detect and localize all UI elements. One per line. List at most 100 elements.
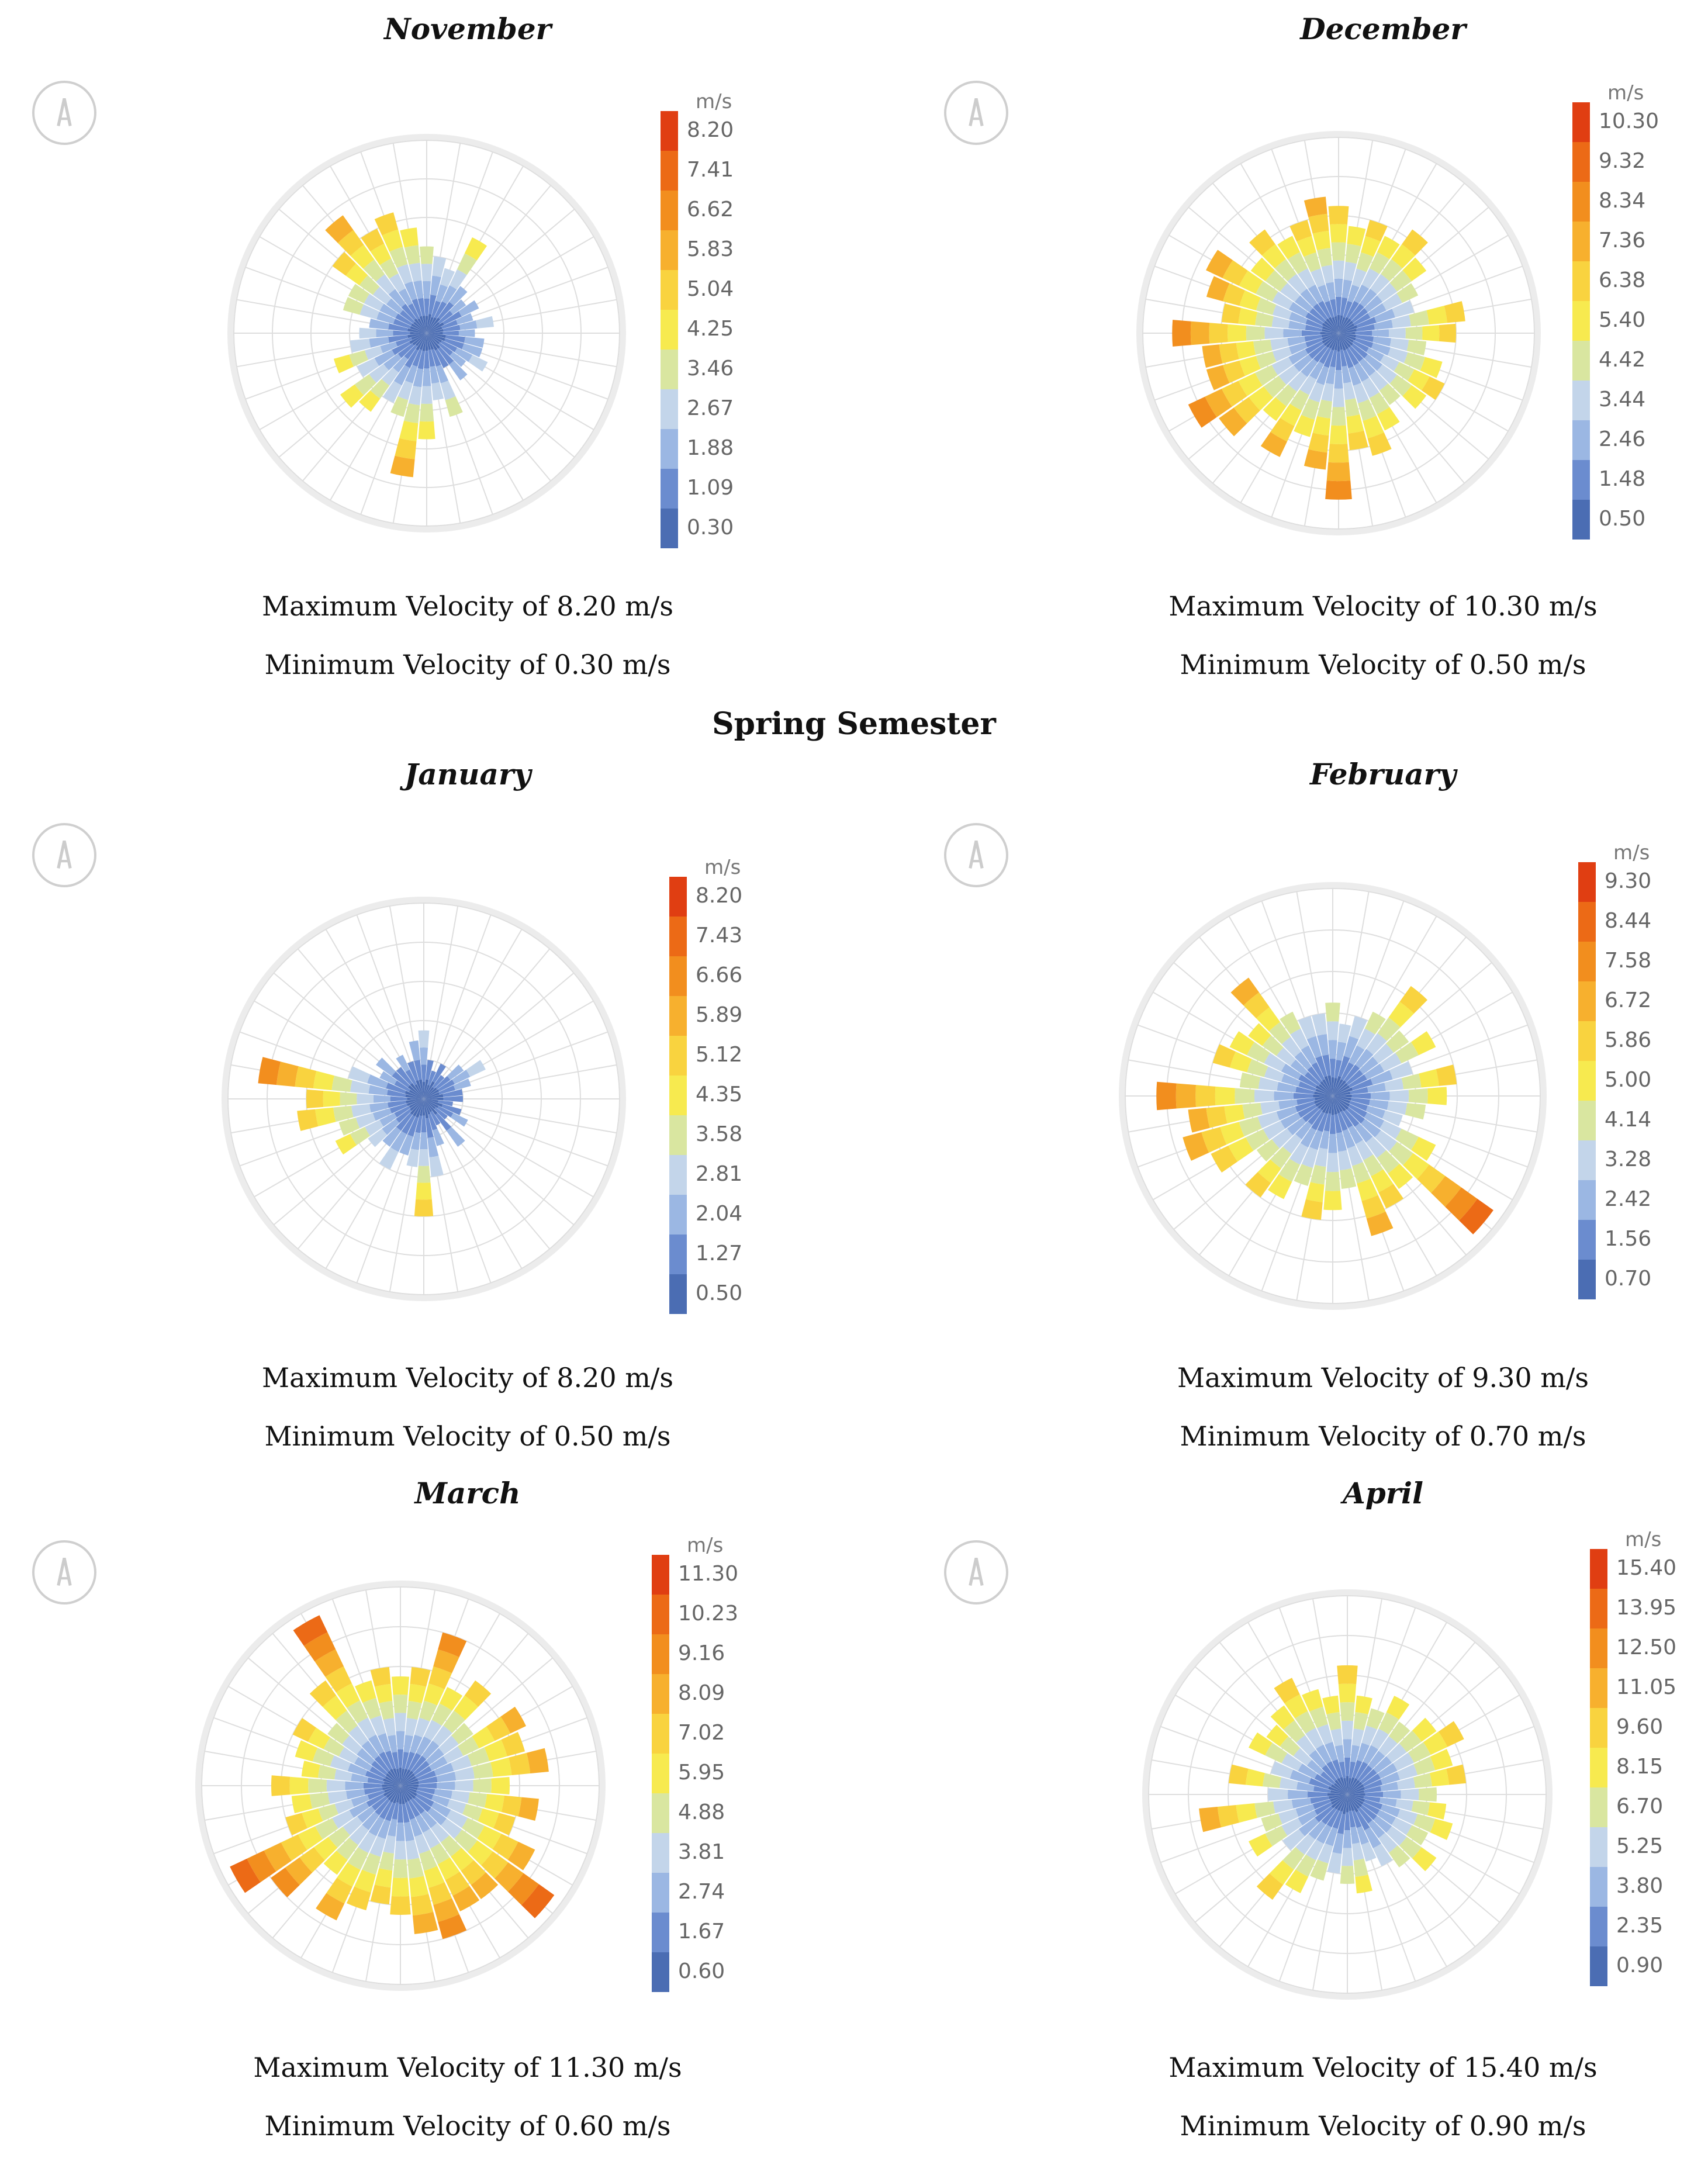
legend-tick-label: 9.32 [1599, 149, 1646, 173]
legend-unit: m/s [1613, 841, 1650, 865]
rose-bar-segment [430, 275, 441, 296]
rose-bar-segment [1337, 1023, 1351, 1043]
rose-bar-segment [400, 1786, 413, 1800]
rose-bar-segment [1220, 1122, 1244, 1145]
rose-bar-segment [420, 246, 434, 264]
rose-bar-segment [427, 321, 440, 333]
rose-bar-segment [1306, 1839, 1324, 1861]
rose-bar-segment [379, 1851, 395, 1871]
rose-bar-segment [325, 215, 354, 243]
rose-bar-segment [471, 1872, 499, 1900]
rose-bar-segment [399, 310, 415, 324]
rose-bar-segment [405, 1751, 416, 1770]
rose-bar-segment [1301, 398, 1320, 420]
rose-bar-segment [363, 1782, 382, 1789]
rose-bar-segment [1263, 1121, 1285, 1140]
rose-bar-segment [1337, 1794, 1347, 1811]
rose-bar-segment [368, 1085, 388, 1096]
rose-bar-segment [1365, 220, 1388, 242]
rose-bar-segment [1308, 213, 1329, 234]
rose-bar-segment [1330, 1794, 1347, 1802]
legend-color-cell [1578, 902, 1596, 942]
rose-bar-segment [1340, 1776, 1347, 1794]
rose-bar-segment [389, 1768, 400, 1786]
rose-bar-segment [1353, 313, 1371, 326]
rose-bar-segment [374, 1868, 393, 1888]
rose-bar-segment [1281, 1753, 1303, 1771]
grid-spoke [423, 1098, 617, 1134]
rose-bar-segment [1317, 1724, 1333, 1745]
rose-bar-segment [1337, 1813, 1346, 1834]
rose-bar-segment [427, 317, 441, 333]
rose-bar-segment [400, 1778, 419, 1786]
rose-bar-segment [1279, 1777, 1298, 1790]
rose-bar-segment [1364, 1063, 1385, 1080]
rose-bar-segment [1389, 1061, 1413, 1080]
rose-bar-segment [1352, 1759, 1363, 1779]
rose-bar-segment [1328, 1786, 1347, 1794]
chart-title-november: November [384, 12, 551, 46]
rose-bar-segment [1331, 333, 1339, 351]
rose-bar-segment [1339, 329, 1357, 333]
rose-bar-segment [400, 1786, 410, 1801]
rose-bar-segment [1188, 396, 1217, 428]
rose-bar-segment [291, 1794, 313, 1814]
rose-bar-segment [1305, 1182, 1325, 1202]
rose-bar-segment [421, 1115, 427, 1133]
rose-bar-segment [1293, 1092, 1313, 1099]
rose-bar-segment [332, 251, 357, 276]
rose-bar-segment [419, 1099, 424, 1116]
rose-bar-segment [1387, 347, 1408, 364]
rose-bar-segment [408, 1683, 427, 1703]
rose-bar-segment [404, 403, 420, 424]
rose-bar-segment [1312, 230, 1331, 251]
rose-bar-segment [440, 268, 455, 288]
rose-bar-segment [388, 1786, 400, 1801]
legend-tick-label: 2.67 [687, 396, 734, 420]
rose-bar-segment [1265, 1825, 1288, 1846]
legend-tick-label: 2.74 [678, 1880, 725, 1904]
rose-bar-segment [1291, 1797, 1312, 1809]
rose-bar-segment [412, 298, 422, 317]
rose-bar-segment [1339, 318, 1351, 333]
rose-bar-segment [1326, 1809, 1340, 1828]
rose-bar-segment [401, 303, 417, 320]
rose-bar-segment [1380, 1804, 1401, 1817]
rose-bar-segment [1439, 323, 1456, 343]
rose-bar-segment [1256, 1139, 1280, 1162]
rose-bar-segment [1362, 1802, 1380, 1815]
rose-bar-segment [452, 1070, 471, 1084]
rose-bar-segment [1242, 1102, 1263, 1119]
rose-bar-segment [295, 1740, 318, 1762]
rose-bar-segment [397, 381, 413, 400]
rose-bar-segment [1274, 1678, 1300, 1704]
rose-bar-segment [1305, 312, 1324, 326]
section-title: Spring Semester [712, 706, 996, 742]
rose-bar-segment [1245, 1768, 1265, 1787]
rose-bar-segment [1314, 1091, 1333, 1096]
rose-bar-segment [390, 1096, 407, 1102]
rose-bar-segment [416, 1099, 424, 1118]
rose-bar-segment [1361, 268, 1379, 289]
rose-bar-segment [1444, 301, 1465, 323]
rose-bar-segment [407, 1085, 424, 1099]
legend-tick-label: 5.00 [1605, 1068, 1652, 1092]
rose-bar-segment [400, 1786, 406, 1804]
rose-bar-segment [1388, 1721, 1410, 1744]
rose-bar-segment [1354, 1123, 1373, 1143]
rose-bar-segment [1349, 303, 1364, 320]
outer-ring [222, 897, 626, 1301]
rose-bar-segment [1368, 1751, 1385, 1769]
legend-color-cell [1572, 142, 1590, 182]
rose-bar-segment [395, 313, 413, 326]
rose-bar-segment [419, 1700, 437, 1722]
rose-bar-segment [1357, 1028, 1375, 1050]
rose-bar-segment [1301, 1045, 1317, 1066]
rose-bar-segment [1304, 252, 1321, 272]
rose-bar-segment [416, 1736, 432, 1756]
rose-bar-segment [475, 316, 494, 329]
rose-bar-segment [359, 275, 380, 295]
rose-bar-segment [1228, 1137, 1254, 1162]
rose-bar-segment [438, 1632, 467, 1658]
rose-bar-segment [422, 1099, 426, 1116]
